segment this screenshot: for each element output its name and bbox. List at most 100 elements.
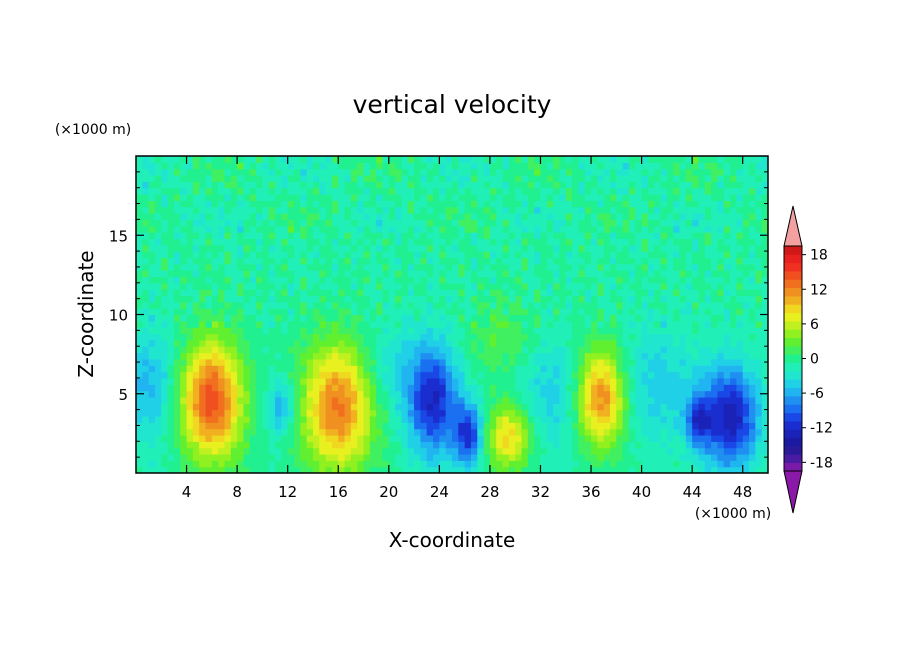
heatmap-cell [641, 384, 649, 392]
heatmap-cell [338, 219, 346, 227]
heatmap-cell [344, 339, 352, 347]
heatmap-cell [211, 263, 219, 271]
heatmap-cell [578, 257, 586, 265]
heatmap-cell [369, 162, 377, 170]
heatmap-cell [357, 187, 365, 195]
heatmap-cell [142, 156, 150, 163]
heatmap-cell [641, 365, 649, 373]
heatmap-cell [540, 168, 548, 176]
heatmap-cell [610, 422, 617, 430]
heatmap-cell [628, 384, 636, 392]
heatmap-cell [723, 219, 731, 227]
heatmap-cell [540, 390, 548, 398]
heatmap-cell [325, 371, 333, 379]
heatmap-cell [445, 225, 453, 233]
heatmap-cell [470, 175, 478, 182]
heatmap-cell [300, 238, 308, 246]
heatmap-cell [167, 327, 175, 335]
heatmap-cell [660, 187, 668, 195]
heatmap-cell [243, 333, 251, 341]
heatmap-cell [306, 295, 314, 303]
heatmap-cell [540, 232, 548, 240]
heatmap-cell [698, 415, 706, 423]
heatmap-cell [256, 434, 263, 442]
heatmap-cell [363, 276, 371, 284]
heatmap-cell [325, 320, 333, 328]
heatmap-cell [388, 453, 396, 461]
heatmap-cell [553, 453, 561, 461]
heatmap-cell [698, 447, 706, 455]
heatmap-cell [666, 447, 674, 455]
heatmap-cell [673, 244, 681, 252]
heatmap-cell [717, 415, 725, 423]
heatmap-cell [420, 289, 428, 297]
heatmap-cell [515, 333, 523, 341]
heatmap-cell [755, 447, 763, 455]
heatmap-cell [502, 377, 510, 385]
heatmap-cell [515, 371, 523, 379]
heatmap-cell [698, 384, 706, 392]
heatmap-cell [180, 409, 188, 417]
heatmap-cell [173, 219, 181, 227]
heatmap-cell [199, 384, 207, 392]
heatmap-cell [319, 314, 327, 322]
heatmap-cell [685, 213, 693, 220]
heatmap-cell [275, 270, 282, 278]
heatmap-cell [407, 213, 415, 220]
heatmap-cell [338, 295, 346, 303]
heatmap-cell [268, 308, 276, 316]
heatmap-cell [395, 282, 403, 290]
heatmap-cell [749, 346, 756, 354]
heatmap-cell [382, 232, 390, 240]
heatmap-cell [382, 384, 390, 392]
heatmap-cell [635, 282, 643, 290]
heatmap-cell [458, 194, 466, 201]
heatmap-cell [496, 428, 504, 436]
heatmap-cell [211, 308, 219, 316]
heatmap-cell [477, 339, 485, 347]
heatmap-cell [363, 352, 371, 360]
heatmap-cell [338, 162, 346, 170]
heatmap-cell [331, 415, 339, 423]
heatmap-cell [452, 181, 459, 189]
heatmap-cell [553, 320, 561, 328]
heatmap-cell [559, 460, 567, 468]
heatmap-cell [300, 339, 308, 347]
heatmap-cell [287, 156, 295, 163]
heatmap-cell [666, 257, 674, 265]
heatmap-cell [186, 282, 194, 290]
heatmap-cell [635, 295, 643, 303]
heatmap-cell [660, 453, 668, 461]
heatmap-cell [597, 168, 605, 176]
heatmap-cell [224, 396, 232, 404]
heatmap-cell [407, 238, 415, 246]
heatmap-cell [262, 390, 270, 398]
heatmap-cell [388, 403, 396, 411]
heatmap-cell [452, 403, 459, 411]
heatmap-cell [673, 422, 681, 430]
heatmap-cell [199, 308, 207, 316]
heatmap-cell [559, 263, 567, 271]
heatmap-cell [300, 415, 308, 423]
heatmap-cell [736, 251, 744, 259]
heatmap-cell [294, 327, 301, 335]
heatmap-cell [306, 181, 314, 189]
heatmap-cell [622, 346, 630, 354]
heatmap-cell [192, 327, 200, 335]
heatmap-cell [685, 333, 693, 341]
heatmap-cell [199, 244, 207, 252]
heatmap-cell [597, 308, 605, 316]
heatmap-cell [717, 384, 725, 392]
heatmap-cell [312, 314, 320, 322]
heatmap-cell [142, 308, 150, 316]
heatmap-cell [521, 403, 529, 411]
heatmap-cell [275, 276, 282, 284]
heatmap-cell [483, 219, 491, 227]
heatmap-cell [755, 396, 763, 404]
heatmap-cell [553, 213, 561, 220]
heatmap-cell [597, 453, 605, 461]
heatmap-cell [382, 194, 390, 201]
heatmap-cell [433, 396, 440, 404]
heatmap-cell [420, 206, 428, 214]
heatmap-cell [534, 295, 542, 303]
